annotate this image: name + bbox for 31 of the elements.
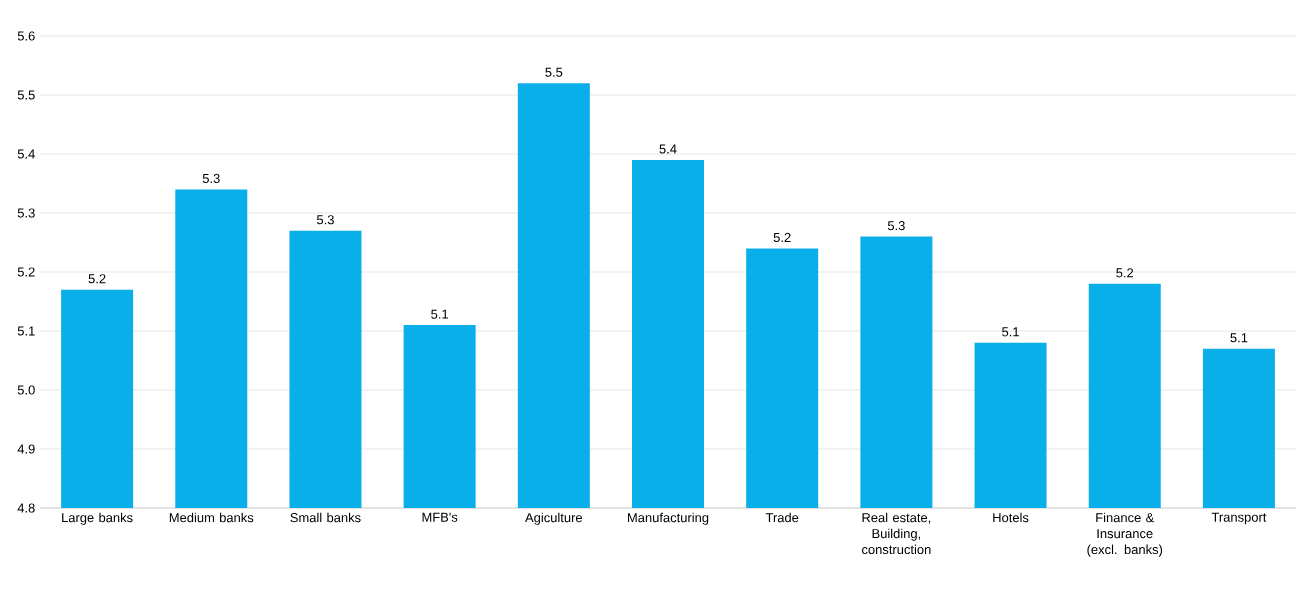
data-label: 5.3 — [202, 173, 220, 184]
data-label: 5.2 — [88, 274, 106, 284]
data-label: 5.3 — [316, 215, 334, 225]
data-label: 5.1 — [1002, 327, 1019, 337]
y-tick-label: 5.2 — [17, 267, 35, 277]
data-label: 5.5 — [545, 67, 563, 77]
x-tick-label: MFB's — [422, 512, 458, 522]
x-tick-label: Hotels — [993, 512, 1029, 523]
x-tick-label: Real estate, Building, construction — [862, 512, 931, 555]
y-tick-label: 4.9 — [17, 444, 35, 454]
x-tick-label: Transport — [1211, 512, 1267, 525]
data-label: 5.1 — [1230, 333, 1248, 343]
x-tick-label: Large banks — [62, 512, 133, 525]
y-tick-label: 5.5 — [17, 90, 35, 100]
data-label: 5.2 — [773, 232, 791, 243]
data-label: 5.4 — [659, 144, 677, 154]
y-tick-label: 5.4 — [17, 149, 35, 159]
y-tick-label: 5.1 — [17, 326, 35, 336]
data-label: 5.3 — [887, 221, 905, 231]
x-tick-label: Agiculture — [525, 512, 583, 525]
x-tick-label: Small banks — [290, 512, 361, 523]
x-tick-label: Trade — [765, 512, 799, 523]
x-tick-label: Manufacturing — [628, 512, 709, 525]
x-tick-label: Medium banks — [169, 512, 254, 523]
data-label: 5.1 — [431, 309, 448, 319]
data-label: 5.2 — [1116, 268, 1134, 278]
y-tick-label: 5.0 — [17, 385, 35, 395]
y-tick-label: 5.3 — [17, 208, 35, 218]
x-tick-label: Finance & Insurance (excl. banks) — [1087, 512, 1163, 557]
y-tick-label: 5.6 — [17, 31, 35, 41]
y-tick-label: 4.8 — [17, 503, 35, 513]
